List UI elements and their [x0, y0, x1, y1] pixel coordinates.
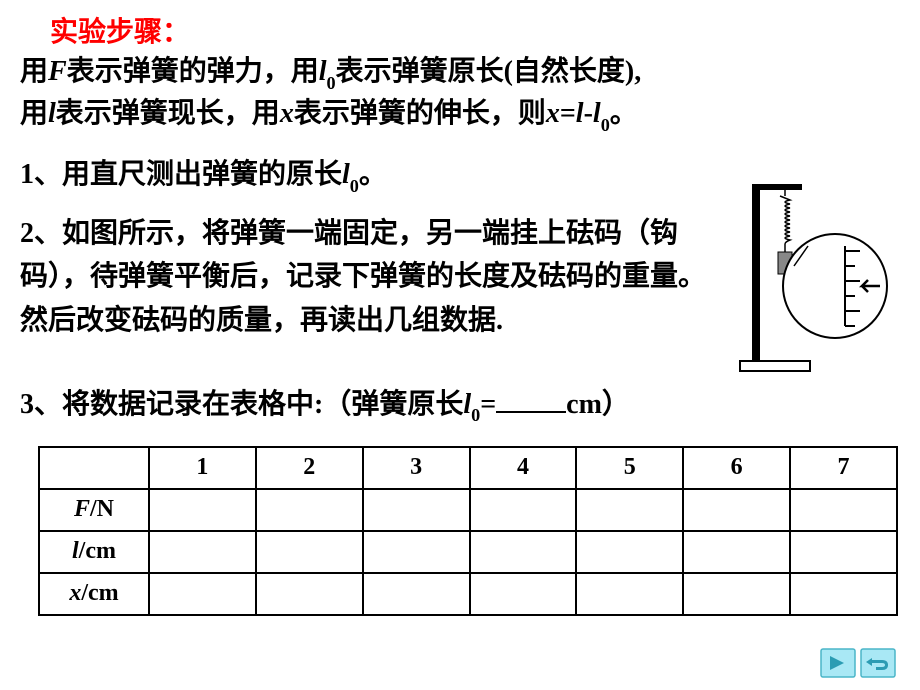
sub-0: 0 [327, 73, 336, 93]
data-cell [683, 531, 790, 573]
intro-part: 表示弹簧原长(自然长度), [336, 56, 642, 87]
col-header: 7 [790, 447, 897, 489]
intro-end: 。 [610, 98, 638, 129]
step1-text: 1、用直尺测出弹簧的原长 [20, 159, 342, 190]
data-cell [790, 573, 897, 615]
table-corner [39, 447, 149, 489]
eq-l: l [576, 98, 584, 129]
data-cell [790, 489, 897, 531]
row-label-x: x/cm [39, 573, 149, 615]
spring-apparatus-diagram [730, 176, 900, 376]
data-cell [149, 531, 256, 573]
var-l: l [342, 159, 350, 190]
col-header: 5 [576, 447, 683, 489]
data-cell [470, 573, 577, 615]
return-button[interactable] [860, 648, 896, 678]
table-row: x/cm [39, 573, 897, 615]
intro-part: 表示弹簧的弹力，用 [67, 56, 319, 87]
data-cell [256, 531, 363, 573]
experiment-steps-heading: 实验步骤： [50, 10, 900, 50]
data-cell [683, 489, 790, 531]
data-cell [363, 489, 470, 531]
sub-0: 0 [471, 405, 480, 425]
blank-field [496, 411, 566, 413]
table-header-row: 1 2 3 4 5 6 7 [39, 447, 897, 489]
step-3: 3、将数据记录在表格中:（弹簧原长l0= cm） [20, 384, 900, 428]
row-label-F: F/N [39, 489, 149, 531]
var-l: l [48, 98, 56, 129]
col-header: 2 [256, 447, 363, 489]
step1-end: 。 [359, 159, 387, 190]
data-cell [470, 489, 577, 531]
next-button[interactable] [820, 648, 856, 678]
sub-0: 0 [350, 176, 359, 196]
data-cell [149, 489, 256, 531]
nav-button-group [820, 648, 896, 678]
data-cell [576, 489, 683, 531]
data-cell [256, 573, 363, 615]
data-cell [576, 531, 683, 573]
step3-text: 3、将数据记录在表格中:（弹簧原长 [20, 389, 463, 420]
var-l: l [463, 389, 471, 420]
sub-0: 0 [601, 115, 610, 135]
data-cell [149, 573, 256, 615]
intro-text: 用F表示弹簧的弹力，用l0表示弹簧原长(自然长度), 用l表示弹簧现长，用x表示… [20, 52, 900, 136]
var-l: l [319, 56, 327, 87]
step3-unit: cm） [566, 389, 630, 420]
data-cell [790, 531, 897, 573]
table-row: F/N [39, 489, 897, 531]
step-2: 2、如图所示，将弹簧一端固定，另一端挂上砝码（钩码），待弹簧平衡后，记录下弹簧的… [20, 212, 726, 342]
step3-eq: = [480, 389, 496, 420]
eq-eq: = [560, 98, 576, 129]
var-x: x [280, 98, 294, 129]
col-header: 4 [470, 447, 577, 489]
data-cell [256, 489, 363, 531]
intro-part: 用 [20, 98, 48, 129]
eq-l2: l [593, 98, 601, 129]
data-cell [576, 573, 683, 615]
data-table: 1 2 3 4 5 6 7 F/N l/cm x/cm [38, 446, 898, 616]
eq-minus: - [584, 98, 593, 129]
intro-part: 表示弹簧的伸长，则 [294, 98, 546, 129]
table-row: l/cm [39, 531, 897, 573]
row-label-l: l/cm [39, 531, 149, 573]
intro-part: 用 [20, 56, 48, 87]
intro-part: 表示弹簧现长，用 [56, 98, 280, 129]
var-F: F [48, 56, 67, 87]
data-cell [363, 573, 470, 615]
eq-x: x [546, 98, 560, 129]
col-header: 6 [683, 447, 790, 489]
col-header: 3 [363, 447, 470, 489]
data-cell [470, 531, 577, 573]
col-header: 1 [149, 447, 256, 489]
data-cell [363, 531, 470, 573]
data-cell [683, 573, 790, 615]
